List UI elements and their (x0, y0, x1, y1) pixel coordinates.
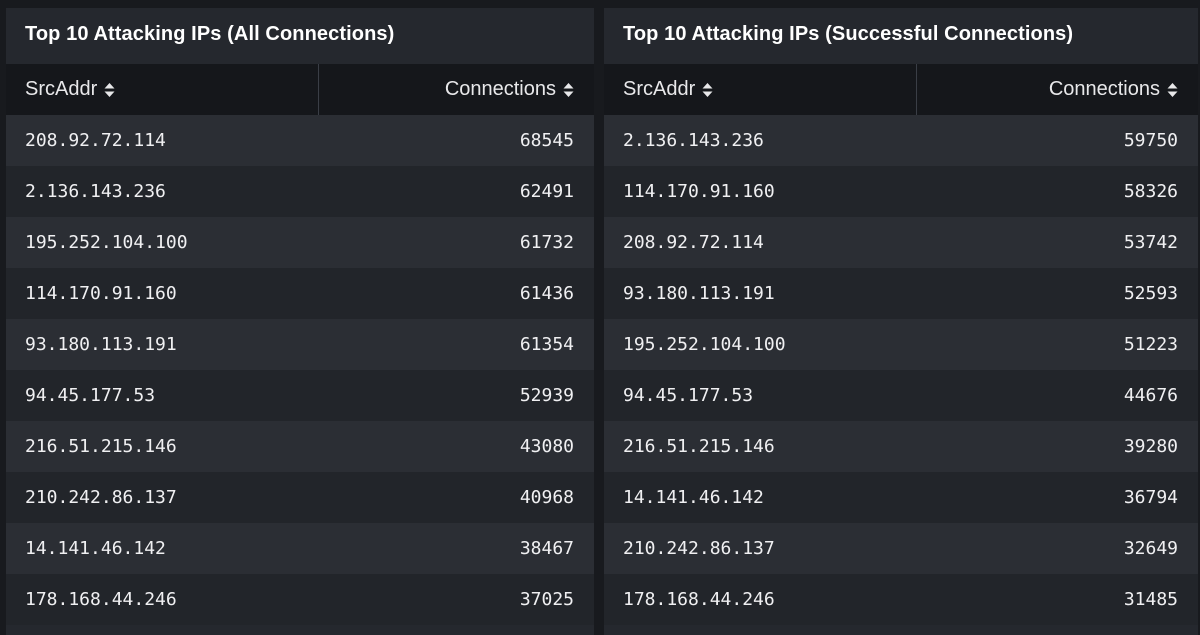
column-header-connections[interactable]: Connections (917, 64, 1198, 115)
cell-ip: 178.168.44.246 (623, 589, 775, 610)
table-row: 114.170.91.160 58326 (604, 166, 1198, 217)
cell-connections: 36794 (1123, 487, 1178, 508)
cell-ip: 14.141.46.142 (623, 487, 764, 508)
cell-connections: 58326 (1123, 181, 1178, 202)
cell-ip: 114.170.91.160 (623, 181, 775, 202)
cell-ip: 216.51.215.146 (25, 436, 177, 457)
column-label: Connections (444, 78, 556, 100)
column-header-srcaddr[interactable]: SrcAddr (6, 64, 319, 115)
cell-connections: 44676 (1123, 385, 1178, 406)
cell-ip: 210.242.86.137 (623, 538, 775, 559)
cell-ip: 216.51.215.146 (623, 436, 775, 457)
panel-successful-connections: Top 10 Attacking IPs (Successful Connect… (604, 8, 1198, 635)
table-row: 178.168.44.246 37025 (6, 574, 594, 625)
cell-connections: 59750 (1123, 130, 1178, 151)
table-row: 94.45.177.53 44676 (604, 370, 1198, 421)
cell-connections: 61436 (519, 283, 574, 304)
table-row: 94.45.177.53 52939 (6, 370, 594, 421)
column-header-srcaddr[interactable]: SrcAddr (604, 64, 917, 115)
sort-updown-icon[interactable] (1167, 82, 1178, 98)
cell-connections: 31485 (1123, 589, 1178, 610)
table-body: 2.136.143.236 59750 114.170.91.160 58326 2… (604, 115, 1198, 625)
cell-ip: 94.45.177.53 (623, 385, 754, 406)
cell-ip: 93.180.113.191 (623, 283, 775, 304)
cell-ip: 93.180.113.191 (25, 334, 177, 355)
cell-connections: 38467 (519, 538, 574, 559)
column-label: SrcAddr (25, 78, 98, 100)
table-row: 2.136.143.236 62491 (6, 166, 594, 217)
table-row: 178.168.44.246 31485 (604, 574, 1198, 625)
cell-connections: 40968 (519, 487, 574, 508)
cell-connections: 51223 (1123, 334, 1178, 355)
table-header: SrcAddr Connections (6, 64, 594, 115)
cell-ip: 210.242.86.137 (25, 487, 177, 508)
cell-connections: 61732 (519, 232, 574, 253)
table-row: 216.51.215.146 39280 (604, 421, 1198, 472)
cell-ip: 2.136.143.236 (623, 130, 764, 151)
table-row: 14.141.46.142 38467 (6, 523, 594, 574)
sort-updown-icon[interactable] (702, 82, 713, 98)
cell-connections: 61354 (519, 334, 574, 355)
panel-title: Top 10 Attacking IPs (Successful Connect… (623, 23, 1074, 45)
cell-ip: 114.170.91.160 (25, 283, 177, 304)
cell-connections: 53742 (1123, 232, 1178, 253)
cell-connections: 68545 (519, 130, 574, 151)
cell-connections: 52939 (519, 385, 574, 406)
table-row: 208.92.72.114 53742 (604, 217, 1198, 268)
cell-connections: 62491 (519, 181, 574, 202)
column-header-connections[interactable]: Connections (319, 64, 594, 115)
panel-title: Top 10 Attacking IPs (All Connections) (25, 23, 395, 45)
cell-connections: 37025 (519, 589, 574, 610)
table-row: 2.136.143.236 59750 (604, 115, 1198, 166)
table-row: 210.242.86.137 40968 (6, 472, 594, 523)
table-row: 93.180.113.191 52593 (604, 268, 1198, 319)
cell-connections: 52593 (1123, 283, 1178, 304)
table-row: 14.141.46.142 36794 (604, 472, 1198, 523)
table-row: 93.180.113.191 61354 (6, 319, 594, 370)
cell-connections: 32649 (1123, 538, 1178, 559)
cell-ip: 2.136.143.236 (25, 181, 166, 202)
cell-ip: 195.252.104.100 (623, 334, 786, 355)
cell-ip: 14.141.46.142 (25, 538, 166, 559)
sort-updown-icon[interactable] (104, 82, 115, 98)
table-row: 195.252.104.100 61732 (6, 217, 594, 268)
column-label: Connections (1048, 78, 1160, 100)
cell-ip: 195.252.104.100 (25, 232, 188, 253)
table-row: 216.51.215.146 43080 (6, 421, 594, 472)
cell-connections: 43080 (519, 436, 574, 457)
column-label: SrcAddr (623, 78, 696, 100)
table-row: 114.170.91.160 61436 (6, 268, 594, 319)
cell-ip: 208.92.72.114 (25, 130, 166, 151)
cell-ip: 178.168.44.246 (25, 589, 177, 610)
cell-connections: 39280 (1123, 436, 1178, 457)
table-row: 210.242.86.137 32649 (604, 523, 1198, 574)
table-row: 208.92.72.114 68545 (6, 115, 594, 166)
sort-updown-icon[interactable] (563, 82, 574, 98)
table-body: 208.92.72.114 68545 2.136.143.236 62491 19… (6, 115, 594, 625)
cell-ip: 208.92.72.114 (623, 232, 764, 253)
panel-all-connections: Top 10 Attacking IPs (All Connections) S… (6, 8, 594, 635)
table-row: 195.252.104.100 51223 (604, 319, 1198, 370)
table-header: SrcAddr Connections (604, 64, 1198, 115)
cell-ip: 94.45.177.53 (25, 385, 156, 406)
